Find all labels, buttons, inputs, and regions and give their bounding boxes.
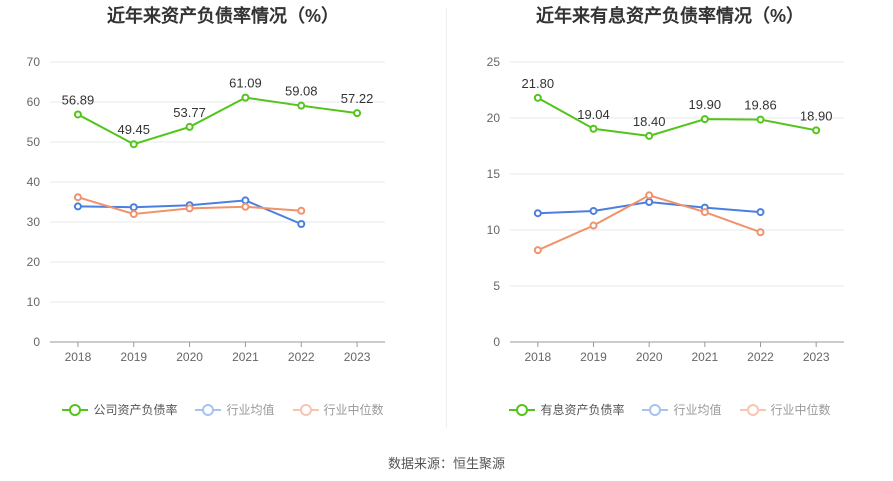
legend-label: 行业均值 bbox=[226, 403, 275, 417]
y-tick-label: 30 bbox=[27, 215, 41, 229]
data-label: 19.04 bbox=[577, 107, 610, 122]
legend-item-median[interactable]: 行业中位数 bbox=[292, 401, 384, 418]
data-label: 49.45 bbox=[117, 122, 150, 137]
data-point bbox=[297, 220, 306, 228]
legend-label: 行业均值 bbox=[673, 403, 722, 417]
y-tick-label: 20 bbox=[27, 255, 41, 269]
legend-item-primary[interactable]: 公司资产负债率 bbox=[62, 401, 177, 418]
data-point bbox=[241, 202, 250, 211]
x-tick-label: 2019 bbox=[580, 350, 607, 364]
y-tick-label: 0 bbox=[33, 335, 40, 349]
data-label: 19.90 bbox=[689, 97, 722, 112]
x-tick-label: 2022 bbox=[288, 350, 315, 364]
chart-title: 近年来资产负债率情况（%） bbox=[106, 6, 339, 26]
data-point bbox=[645, 131, 654, 140]
legend-label: 行业中位数 bbox=[323, 403, 384, 417]
legend-avg-icon bbox=[195, 403, 222, 416]
legend-item-avg[interactable]: 行业均值 bbox=[642, 401, 722, 418]
plot-area: 0 5 10 15 20 25 2018 2019 2020 2021 2022 2023 21.80 1… bbox=[487, 55, 844, 364]
chart-left: 近年来资产负债率情况（%） 0 10 20 30 40 50 60 70 2018 2019 202… bbox=[0, 0, 446, 440]
x-tick-label: 2023 bbox=[344, 350, 371, 364]
data-point bbox=[73, 202, 82, 211]
legend-label: 有息资产负债率 bbox=[540, 403, 625, 417]
data-point bbox=[129, 210, 138, 218]
x-tick-label: 2021 bbox=[232, 350, 259, 364]
data-label: 53.77 bbox=[173, 105, 206, 120]
legend-label: 公司资产负债率 bbox=[93, 403, 178, 417]
data-point bbox=[756, 228, 765, 237]
data-point bbox=[533, 246, 542, 255]
source-note: 数据来源：恒生聚源 bbox=[387, 456, 505, 471]
data-label: 59.08 bbox=[285, 84, 318, 99]
data-point bbox=[645, 191, 654, 200]
data-label: 18.90 bbox=[800, 108, 833, 123]
series-line bbox=[537, 96, 817, 137]
data-point bbox=[589, 206, 598, 215]
series-line bbox=[77, 96, 358, 146]
x-tick-label: 2022 bbox=[747, 350, 774, 364]
y-tick-label: 10 bbox=[487, 223, 501, 237]
x-tick-label: 2020 bbox=[176, 350, 203, 364]
data-point bbox=[589, 221, 598, 230]
y-tick-label: 10 bbox=[27, 295, 41, 309]
y-tick-label: 60 bbox=[27, 95, 41, 109]
data-label: 57.22 bbox=[341, 91, 374, 106]
data-point bbox=[185, 204, 194, 213]
data-point bbox=[589, 124, 598, 133]
y-tick-label: 70 bbox=[27, 55, 41, 69]
y-tick-label: 5 bbox=[493, 279, 500, 293]
data-point bbox=[241, 93, 250, 102]
data-point bbox=[533, 209, 542, 218]
data-label: 19.86 bbox=[744, 98, 777, 113]
legend-median-icon bbox=[739, 403, 766, 416]
data-point bbox=[241, 196, 250, 205]
x-tick-label: 2019 bbox=[120, 350, 147, 364]
legend-primary-icon bbox=[62, 403, 89, 416]
y-tick-label: 15 bbox=[487, 167, 501, 181]
chart-title: 近年来有息资产负债率情况（%） bbox=[535, 6, 804, 26]
legend-primary-icon bbox=[509, 403, 536, 416]
data-point bbox=[756, 115, 765, 124]
data-label: 18.40 bbox=[633, 114, 666, 129]
data-label: 21.80 bbox=[522, 76, 555, 91]
legend-median-icon bbox=[292, 403, 319, 416]
legend-avg-icon bbox=[642, 403, 669, 416]
y-tick-label: 25 bbox=[487, 55, 501, 69]
data-point bbox=[297, 206, 306, 215]
legend: 公司资产负债率 行业均值 行业中位数 bbox=[0, 401, 446, 418]
data-point bbox=[812, 126, 821, 135]
legend-item-primary[interactable]: 有息资产负债率 bbox=[509, 401, 624, 418]
y-tick-label: 50 bbox=[27, 135, 41, 149]
chart-right: 近年来有息资产负债率情况（%） 0 5 10 15 20 25 2018 2019 2020 20… bbox=[447, 0, 893, 440]
panel-divider bbox=[446, 8, 447, 428]
legend: 有息资产负债率 行业均值 行业中位数 bbox=[447, 401, 893, 418]
data-point bbox=[645, 198, 654, 206]
y-tick-label: 0 bbox=[493, 335, 500, 349]
legend-item-median[interactable]: 行业中位数 bbox=[739, 401, 831, 418]
data-point bbox=[700, 115, 709, 124]
legend-item-avg[interactable]: 行业均值 bbox=[195, 401, 275, 418]
x-tick-label: 2020 bbox=[636, 350, 663, 364]
data-point bbox=[756, 208, 765, 217]
x-tick-label: 2023 bbox=[803, 350, 830, 364]
legend-label: 行业中位数 bbox=[770, 403, 831, 417]
data-point bbox=[353, 109, 362, 118]
plot-area: 0 10 20 30 40 50 60 70 2018 2019 2020 2021 2022 2023 5… bbox=[27, 55, 385, 364]
data-label: 56.89 bbox=[62, 92, 95, 107]
x-tick-label: 2018 bbox=[524, 350, 551, 364]
data-point bbox=[73, 110, 82, 119]
y-tick-label: 40 bbox=[27, 175, 41, 189]
data-point bbox=[129, 203, 138, 212]
data-point bbox=[129, 140, 138, 149]
data-point bbox=[700, 208, 709, 217]
x-tick-label: 2021 bbox=[691, 350, 718, 364]
x-tick-label: 2018 bbox=[65, 350, 92, 364]
data-point bbox=[185, 122, 194, 131]
data-point bbox=[533, 93, 542, 102]
y-tick-label: 20 bbox=[487, 111, 501, 125]
data-point bbox=[297, 101, 306, 110]
data-point bbox=[73, 193, 82, 202]
data-label: 61.09 bbox=[229, 76, 262, 91]
